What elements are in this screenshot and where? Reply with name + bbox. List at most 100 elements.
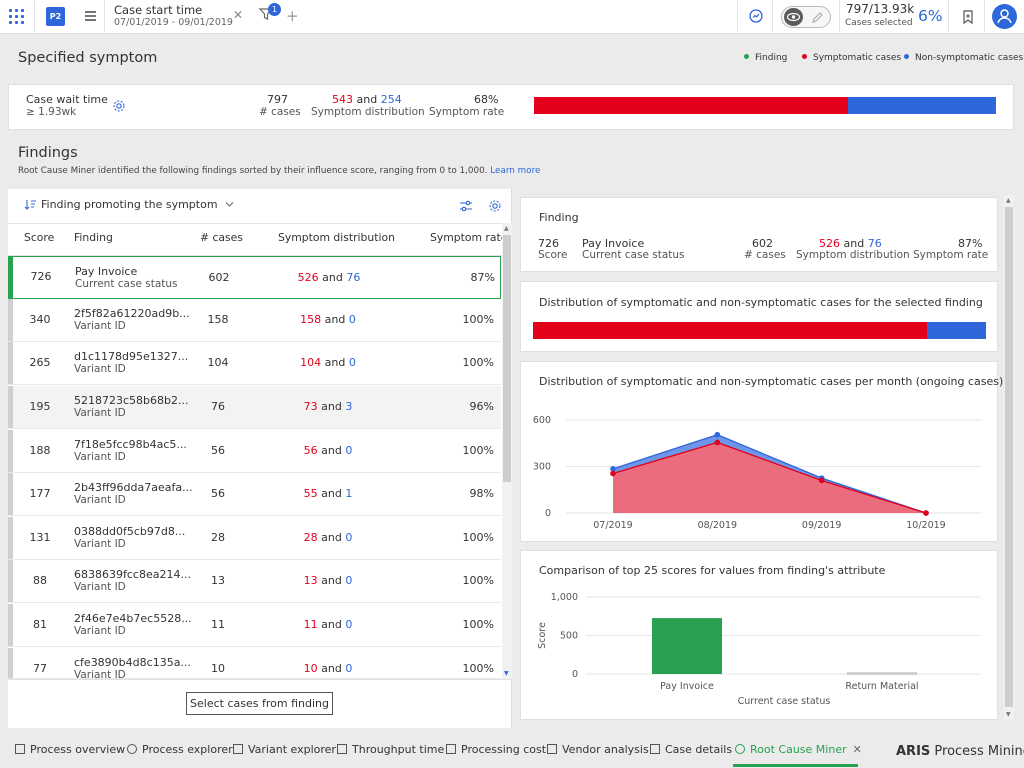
row-indicator	[8, 473, 13, 515]
view-edit-toggle[interactable]	[781, 6, 831, 28]
root-cause-miner-icon	[735, 744, 745, 754]
column-header-score[interactable]: Score	[24, 231, 55, 244]
top-toolbar: P2 Case start time 07/01/2019 - 09/01/20…	[0, 0, 1024, 34]
x-tick-label: 08/2019	[698, 520, 737, 531]
eye-icon[interactable]	[784, 8, 803, 26]
table-row[interactable]: 81 2f46e7e4b7ec5528... Variant ID 11 11 and …	[8, 604, 501, 647]
bookmark-icon[interactable]	[961, 9, 975, 25]
variant-explorer-icon	[233, 744, 243, 754]
select-cases-button[interactable]: Select cases from finding	[186, 692, 333, 715]
learn-more-link[interactable]: Learn more	[490, 166, 541, 176]
row-score: 265	[29, 356, 51, 369]
tab-vendor-analysis[interactable]: Vendor analysis	[547, 743, 649, 756]
row-cases: 76	[211, 400, 225, 413]
legend-finding: Finding	[744, 53, 787, 63]
row-finding-attr: Variant ID	[74, 581, 126, 593]
row-rate: 87%	[470, 271, 495, 284]
symptom-name: Case wait time	[26, 93, 108, 106]
table-row[interactable]: 340 2f5f82a61220ad9b... Variant ID 158 158 a…	[8, 299, 501, 342]
row-indicator	[8, 430, 13, 472]
score-bar[interactable]	[847, 672, 917, 676]
row-cases: 56	[211, 487, 225, 500]
table-row[interactable]: 265 d1c1178d95e1327... Variant ID 104 104 an…	[8, 342, 501, 385]
table-row[interactable]: 195 5218723c58b68b2... Variant ID 76 73 and …	[8, 386, 501, 429]
close-tab-icon[interactable]: ✕	[852, 743, 862, 756]
sort-dropdown[interactable]: Finding promoting the symptom	[24, 198, 234, 211]
row-distribution: 526 and 76	[297, 271, 361, 284]
tab-process-overview[interactable]: Process overview	[15, 743, 125, 756]
row-finding-name: 2f5f82a61220ad9b...	[74, 307, 190, 320]
specified-symptom-title: Specified symptom	[18, 50, 158, 66]
monthly-area-chart[interactable]: 0 300 600 07/2019 08/2019 09/2019 10/2019	[521, 392, 997, 540]
non-symptomatic-point[interactable]	[714, 431, 721, 438]
row-score: 726	[30, 270, 52, 283]
tab-processing-cost[interactable]: Processing cost	[446, 743, 546, 756]
cases-count: 797/13.93k	[846, 2, 915, 16]
search-chart-icon[interactable]	[748, 8, 765, 25]
scores-chart-title: Comparison of top 25 scores for values f…	[539, 564, 886, 577]
settings-gear-icon[interactable]	[112, 99, 126, 113]
finding-symptomatic-segment	[533, 322, 928, 339]
detail-distribution-values: 526 and 76	[819, 237, 882, 250]
row-finding-name: Pay Invoice	[75, 265, 138, 278]
score-bar[interactable]	[652, 618, 722, 674]
filter-settings-icon[interactable]	[459, 199, 473, 213]
column-header-rate[interactable]: Symptom rate	[430, 231, 508, 244]
row-distribution: 55 and 1	[303, 487, 353, 500]
detail-scrollbar-thumb[interactable]	[1005, 207, 1013, 707]
findings-scrollbar-thumb[interactable]	[503, 235, 511, 482]
tab-variant-explorer[interactable]: Variant explorer	[233, 743, 336, 756]
symptom-distribution-label: Symptom distribution	[311, 106, 425, 118]
table-row[interactable]: 177 2b43ff96dda7aeafa... Variant ID 56 55 an…	[8, 473, 501, 516]
table-row[interactable]: 726 Pay Invoice Current case status 602 526 …	[8, 256, 501, 299]
user-avatar[interactable]	[992, 4, 1017, 29]
column-header-finding[interactable]: Finding	[74, 231, 113, 244]
pencil-icon[interactable]	[811, 11, 824, 24]
sort-icon	[24, 200, 36, 210]
non-symptomatic-dot-icon	[904, 54, 909, 59]
finding-detail-area: Finding 726 Score Pay Invoice Current ca…	[512, 189, 1014, 728]
findings-title: Findings	[18, 145, 78, 161]
detail-scrollbar[interactable]: ▲ ▼	[1004, 195, 1014, 720]
symptomatic-point[interactable]	[818, 477, 825, 484]
non-symptomatic-point[interactable]	[610, 466, 616, 472]
tab-root-cause-miner[interactable]: Root Cause Miner ✕	[735, 743, 862, 756]
tab-process-explorer[interactable]: Process explorer	[127, 743, 233, 756]
menu-icon[interactable]	[85, 11, 96, 21]
row-cases: 602	[208, 271, 230, 284]
tab-case-details[interactable]: Case details	[650, 743, 732, 756]
tab-throughput-time[interactable]: Throughput time	[337, 743, 444, 756]
app-grid-icon[interactable]	[9, 9, 25, 25]
remove-filter-icon[interactable]: ✕	[233, 8, 244, 22]
non-symptomatic-bar-segment	[848, 97, 996, 114]
column-header-distribution[interactable]: Symptom distribution	[278, 231, 395, 244]
row-finding-attr: Variant ID	[74, 625, 126, 637]
row-indicator	[8, 648, 13, 678]
symptomatic-point[interactable]	[610, 470, 616, 477]
row-finding-attr: Variant ID	[74, 363, 126, 375]
row-finding-name: 2b43ff96dda7aeafa...	[74, 481, 193, 494]
monthly-chart-title: Distribution of symptomatic and non-symp…	[539, 375, 1004, 388]
table-row[interactable]: 131 0388dd0f5cb97d8... Variant ID 28 28 and …	[8, 517, 501, 560]
scores-bar-chart[interactable]: 0 500 1,000 Score Pay Invoice Return Material…	[521, 579, 997, 719]
symptomatic-point[interactable]	[923, 510, 929, 516]
findings-scrollbar[interactable]: ▲ ▼	[502, 223, 512, 679]
detail-distribution-label: Symptom distribution	[796, 249, 910, 261]
detail-cases-label: # cases	[744, 249, 786, 261]
filter-range[interactable]: 07/01/2019 - 09/01/2019	[114, 17, 233, 28]
row-rate: 100%	[462, 313, 494, 326]
row-indicator	[8, 517, 13, 559]
list-settings-gear-icon[interactable]	[488, 199, 502, 213]
row-cases: 158	[207, 313, 229, 326]
filter-title[interactable]: Case start time	[114, 3, 203, 17]
table-row[interactable]: 188 7f18e5fcc98b4ac5... Variant ID 56 56 and…	[8, 430, 501, 473]
row-score: 195	[29, 400, 51, 413]
project-badge[interactable]: P2	[46, 7, 65, 26]
row-rate: 100%	[462, 662, 494, 675]
x-tick-label: 07/2019	[593, 520, 632, 531]
column-header-cases[interactable]: # cases	[200, 231, 243, 244]
symptomatic-point[interactable]	[714, 439, 721, 446]
table-row[interactable]: 88 6838639fcc8ea214... Variant ID 13 13 and …	[8, 560, 501, 603]
add-filter-icon[interactable]: +	[286, 7, 299, 25]
table-row[interactable]: 77 cfe3890b4d8c135a... Variant ID 10 10 and …	[8, 648, 501, 679]
